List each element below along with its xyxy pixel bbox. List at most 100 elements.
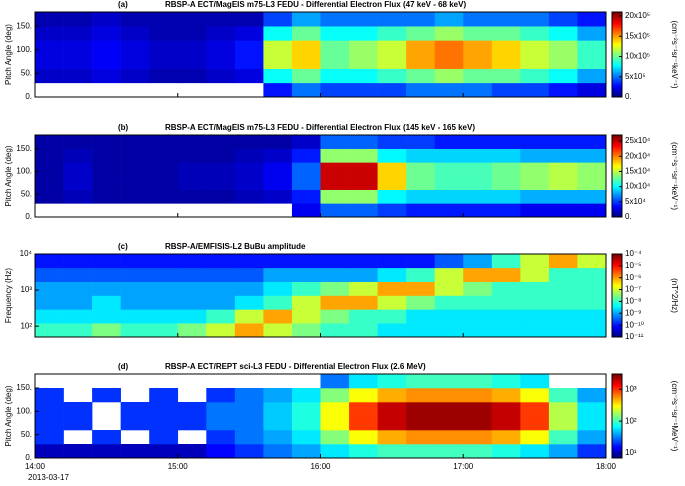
heat-cell: [291, 295, 321, 310]
heat-cell: [548, 402, 578, 417]
heat-cell: [291, 388, 321, 403]
colorbar-tick-label: 10x10⁴: [625, 182, 651, 191]
colorbar-step: [612, 200, 622, 203]
colorbar-step: [612, 55, 622, 58]
heat-cell: [491, 402, 521, 417]
colorbar-step: [612, 19, 622, 21]
heat-cell: [548, 162, 578, 177]
heat-cell: [491, 309, 521, 324]
heat-cell: [206, 281, 236, 296]
panel-label: (b): [118, 123, 129, 132]
heat-cell: [320, 148, 350, 163]
colorbar-step: [612, 207, 622, 210]
y-tick-label: 150.: [16, 21, 32, 30]
colorbar-step: [612, 299, 622, 302]
heat-cell: [491, 374, 521, 389]
colorbar-step: [612, 332, 622, 335]
heat-cell: [349, 189, 378, 204]
heat-cell: [149, 388, 179, 403]
heat-cell: [120, 26, 150, 41]
heat-cell: [149, 189, 179, 204]
heat-cell: [320, 444, 350, 459]
heat-cell: [291, 444, 321, 459]
heat-cell: [349, 295, 378, 310]
heat-cell: [149, 135, 179, 149]
heat-cell: [92, 68, 121, 84]
heat-cell: [177, 267, 207, 282]
heat-cell: [434, 148, 464, 163]
heat-cell: [463, 26, 493, 41]
heat-cell: [491, 295, 521, 310]
colorbar-step: [612, 206, 622, 208]
heat-cell: [320, 323, 350, 338]
colorbar-step: [612, 166, 622, 169]
colorbar-step: [612, 17, 622, 20]
heat-cell: [149, 323, 179, 338]
heat-cell: [92, 40, 121, 55]
heat-cell: [291, 309, 321, 324]
heat-cell: [263, 281, 293, 296]
heat-cell: [263, 40, 293, 55]
colorbar-step: [612, 214, 622, 217]
heat-cell: [63, 444, 93, 459]
heat-cell: [377, 162, 407, 177]
heat-cell: [406, 323, 435, 338]
heat-cell: [263, 388, 293, 403]
heat-cell: [491, 148, 521, 163]
x-tick-label: 14:00: [25, 462, 46, 471]
colorbar-step: [612, 325, 622, 328]
heat-cell: [577, 203, 607, 218]
heat-cell: [291, 82, 321, 98]
heat-cell: [120, 162, 150, 177]
heat-cell: [377, 254, 407, 269]
heat-cell: [463, 281, 493, 296]
heat-cell: [234, 26, 264, 41]
heat-cell: [206, 176, 236, 190]
heat-cell: [320, 374, 350, 389]
heat-cell: [120, 68, 150, 84]
heat-cell: [320, 54, 350, 69]
heat-cell: [63, 189, 93, 204]
heat-cell: [406, 54, 435, 69]
colorbar-tick-label: 5x10⁴: [625, 197, 646, 206]
colorbar-step: [612, 400, 622, 403]
colorbar-step: [612, 67, 622, 70]
heat-cell: [463, 82, 493, 98]
heat-cell: [120, 295, 150, 310]
heat-cell: [349, 430, 378, 445]
colorbar-step: [612, 193, 622, 196]
heat-cell: [206, 54, 236, 69]
heat-cell: [206, 267, 236, 282]
heat-cell: [520, 374, 550, 389]
colorbar-step: [612, 388, 622, 390]
heat-cell: [491, 281, 521, 296]
heat-cell: [291, 402, 321, 417]
colorbar-tick-label: 25x10⁴: [625, 136, 651, 145]
colorbar-step: [612, 61, 622, 64]
colorbar-step: [612, 160, 622, 163]
colorbar-step: [612, 212, 622, 215]
colorbar-step: [612, 148, 622, 151]
colorbar-step: [612, 273, 622, 276]
colorbar-step: [612, 167, 622, 170]
heat-cell: [434, 267, 464, 282]
colorbar-step: [612, 316, 622, 319]
colorbar-step: [612, 421, 622, 424]
heat-cell: [377, 430, 407, 445]
heat-cell: [206, 444, 236, 459]
colorbar-step: [612, 58, 622, 61]
heat-cell: [177, 309, 207, 324]
colorbar-step: [612, 331, 622, 334]
heat-cell: [120, 267, 150, 282]
heat-cell: [291, 323, 321, 338]
colorbar-step: [612, 188, 622, 191]
colorbar-step: [612, 324, 622, 327]
heat-cell: [434, 254, 464, 269]
heat-cell: [406, 309, 435, 324]
colorbar-step: [612, 94, 622, 96]
heat-cell: [491, 388, 521, 403]
heat-cell: [63, 416, 93, 431]
heat-cell: [548, 189, 578, 204]
colorbar-step: [612, 455, 622, 457]
colorbar-step: [612, 197, 622, 200]
